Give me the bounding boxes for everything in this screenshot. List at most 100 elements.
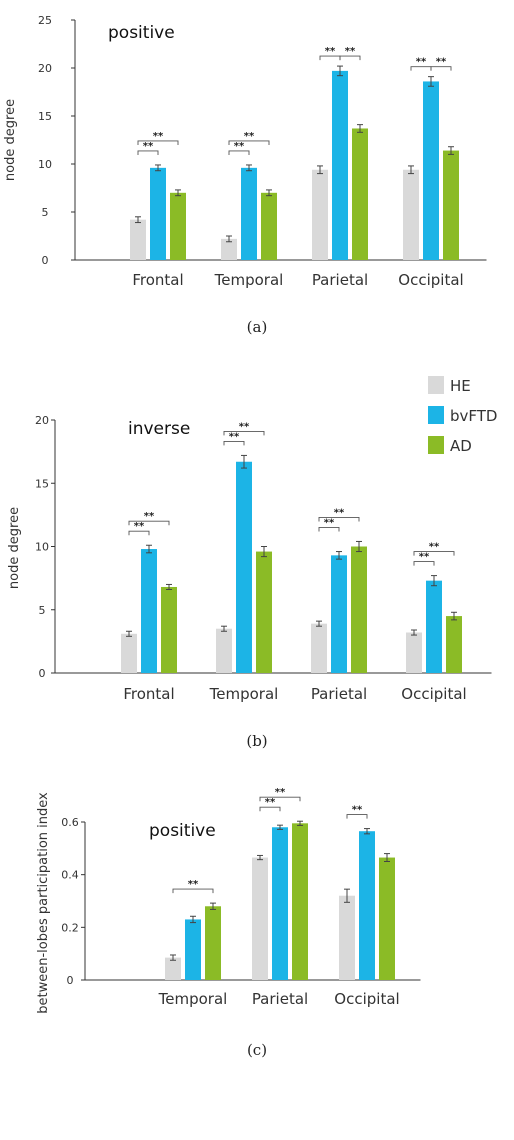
bar-HE-temporal — [216, 628, 232, 673]
bar-AD-occipital — [446, 616, 462, 673]
legend-label-ad: AD — [450, 437, 472, 455]
bar-bvFTD-occipital — [423, 81, 439, 260]
category-label-parietal: Parietal — [312, 271, 368, 289]
bar-AD-temporal — [205, 906, 221, 980]
bar-AD-parietal — [352, 128, 368, 260]
chart-panel-2: 0 5 10 15 20 node degree inverse Frontal Tempora… — [7, 414, 492, 750]
significance-label: ** — [265, 797, 276, 808]
category-label-occipital: Occipital — [398, 271, 463, 289]
y-tick-label: 0 — [67, 974, 74, 987]
significance-label: ** — [334, 507, 345, 518]
significance-bracket — [413, 551, 455, 556]
significance-bracket — [128, 530, 150, 536]
significance-bracket — [223, 440, 245, 446]
y-tick-label: 10 — [38, 158, 52, 171]
y-tick-label: 0 — [42, 254, 49, 267]
y-tick-label: 25 — [38, 14, 52, 27]
chart-panel-1: 0 5 10 15 20 25 node degree positive Frontal Temp… — [3, 14, 487, 336]
significance-label: ** — [352, 805, 363, 816]
bar-HE-parietal — [252, 857, 268, 980]
bar-bvFTD-parietal — [272, 827, 288, 980]
legend-swatch-bvftd — [428, 406, 444, 424]
category-label-temporal: Temporal — [214, 271, 284, 289]
significance-label: ** — [419, 552, 430, 563]
bar-AD-parietal — [292, 823, 308, 980]
significance-bracket — [318, 526, 340, 532]
bar-bvFTD-occipital — [426, 580, 442, 673]
category-label-occipital: Occipital — [334, 990, 399, 1008]
significance-bracket — [128, 520, 170, 526]
panel-label: (c) — [247, 1041, 267, 1059]
significance-label: ** — [234, 141, 245, 152]
category-label-parietal: Parietal — [311, 685, 367, 703]
y-tick-label: 20 — [35, 414, 49, 427]
panel-label: (a) — [247, 318, 268, 336]
bar-bvFTD-parietal — [332, 70, 348, 260]
significance-bracket — [172, 888, 214, 894]
bar-AD-parietal — [351, 546, 367, 673]
significance-bracket — [318, 516, 360, 522]
significance-bracket — [259, 806, 281, 812]
legend-label-bvftd: bvFTD — [450, 407, 497, 425]
significance-label: ** — [244, 131, 255, 142]
bar-bvFTD-frontal — [141, 549, 157, 673]
bar-HE-temporal — [221, 238, 237, 260]
significance-label: ** — [275, 787, 286, 798]
significance-bracket — [228, 140, 270, 145]
significance-label: ** — [229, 431, 240, 442]
significance-label: ** — [436, 57, 447, 68]
y-tick-label: 20 — [38, 62, 52, 75]
significance-bracket — [259, 796, 301, 802]
significance-label: ** — [239, 421, 250, 432]
bar-HE-frontal — [121, 633, 137, 673]
category-label-occipital: Occipital — [401, 685, 466, 703]
category-label-temporal: Temporal — [209, 685, 279, 703]
bar-HE-parietal — [312, 169, 328, 260]
bar-AD-frontal — [170, 192, 186, 260]
bar-HE-temporal — [165, 957, 181, 980]
panel-label: (b) — [246, 732, 267, 750]
significance-label: ** — [143, 141, 154, 152]
category-label-frontal: Frontal — [123, 685, 174, 703]
bar-AD-temporal — [256, 551, 272, 673]
legend: HE bvFTD AD — [428, 376, 497, 455]
significance-label: ** — [324, 517, 335, 528]
significance-bracket — [413, 561, 435, 566]
y-tick-label: 5 — [42, 206, 49, 219]
bar-HE-occipital — [403, 169, 419, 260]
significance-label: ** — [325, 46, 336, 57]
chart-panel-3: 0 0.2 0.4 0.6 between-lobes participation in… — [36, 787, 421, 1059]
significance-label: ** — [429, 542, 440, 553]
significance-bracket — [430, 66, 452, 71]
y-tick-label: 5 — [39, 604, 46, 617]
legend-swatch-ad — [428, 436, 444, 454]
significance-bracket — [346, 814, 368, 819]
significance-bracket — [339, 55, 361, 61]
y-tick-label: 15 — [35, 477, 49, 490]
significance-bracket — [137, 140, 179, 145]
y-tick-label: 0.4 — [61, 869, 79, 882]
category-label-frontal: Frontal — [132, 271, 183, 289]
bar-HE-frontal — [130, 219, 146, 260]
significance-label: ** — [144, 511, 155, 522]
significance-label: ** — [416, 57, 427, 68]
bar-AD-occipital — [379, 857, 395, 980]
bar-AD-occipital — [443, 150, 459, 260]
bar-HE-occipital — [339, 895, 355, 980]
bar-AD-frontal — [161, 586, 177, 673]
y-axis-label: node degree — [7, 507, 22, 589]
y-tick-label: 15 — [38, 110, 52, 123]
significance-label: ** — [134, 521, 145, 532]
bar-bvFTD-temporal — [185, 919, 201, 980]
significance-label: ** — [153, 131, 164, 142]
y-axis-label: node degree — [3, 99, 18, 181]
significance-bracket — [223, 430, 265, 436]
legend-swatch-he — [428, 376, 444, 394]
y-tick-label: 0.6 — [61, 816, 79, 829]
bar-bvFTD-temporal — [241, 167, 257, 260]
chart-title: positive — [108, 23, 175, 43]
significance-label: ** — [345, 46, 356, 57]
chart-title: positive — [149, 821, 216, 841]
chart-title: inverse — [128, 419, 190, 439]
category-label-parietal: Parietal — [252, 990, 308, 1008]
